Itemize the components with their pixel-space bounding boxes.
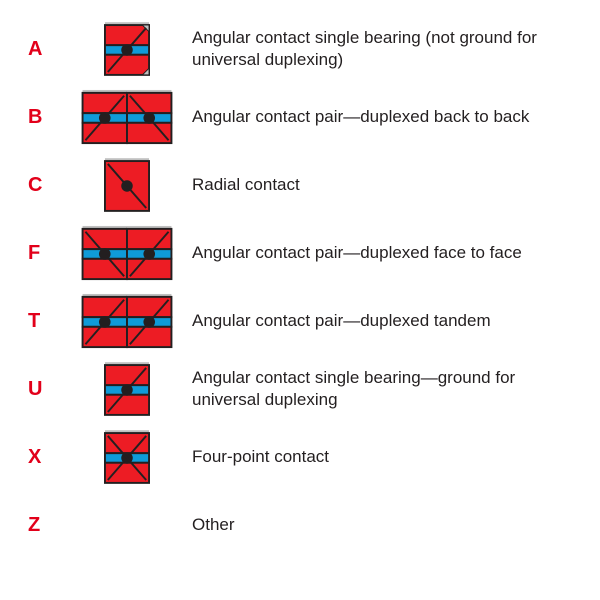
legend-letter: B — [28, 106, 68, 129]
legend-letter: A — [28, 38, 68, 61]
legend-row: B Angular contact pair—duplexed back to b… — [28, 86, 572, 148]
legend-row: A Angular contact single bearing (not gro… — [28, 18, 572, 80]
bearing-icon-b — [68, 89, 186, 146]
legend-letter: U — [28, 378, 68, 401]
legend-letter: C — [28, 174, 68, 197]
legend-description: Angular contact pair—duplexed tandem — [186, 310, 572, 332]
legend-letter: F — [28, 242, 68, 265]
legend-row: Z Other — [28, 494, 572, 556]
bearing-icon-f — [68, 225, 186, 282]
legend-description: Angular contact pair—duplexed face to fa… — [186, 242, 572, 264]
bearing-icon-x — [68, 429, 186, 486]
legend-description: Angular contact single bearing—ground fo… — [186, 367, 572, 411]
legend-row: U Angular contact single bearing—ground f… — [28, 358, 572, 420]
bearing-icon-c — [68, 157, 186, 214]
legend-description: Angular contact single bearing (not grou… — [186, 27, 572, 71]
legend-row: C Radial contact — [28, 154, 572, 216]
legend-letter: T — [28, 310, 68, 333]
legend-description: Angular contact pair—duplexed back to ba… — [186, 106, 572, 128]
legend-row: X Four-point contact — [28, 426, 572, 488]
legend-letter: X — [28, 446, 68, 469]
legend-description: Other — [186, 514, 572, 536]
bearing-icon-t — [68, 293, 186, 350]
legend-letter: Z — [28, 514, 68, 537]
bearing-icon-a — [68, 21, 186, 78]
legend-row: T Angular contact pair—duplexed tandem — [28, 290, 572, 352]
legend-description: Radial contact — [186, 174, 572, 196]
legend-description: Four-point contact — [186, 446, 572, 468]
legend-row: F Angular contact pair—duplexed face to f… — [28, 222, 572, 284]
bearing-icon-u — [68, 361, 186, 418]
